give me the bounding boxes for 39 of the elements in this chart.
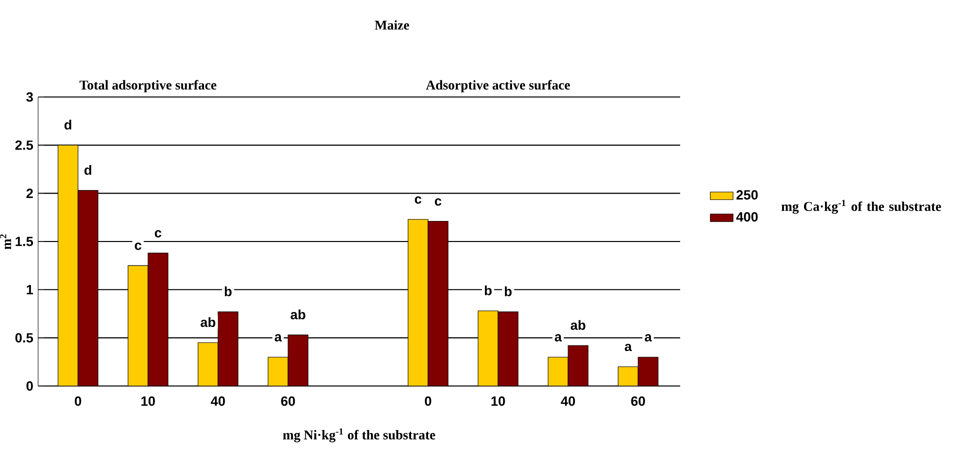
data-label: a [644, 334, 652, 342]
legend-label: 250 [736, 190, 758, 200]
y-tick-label: 2.5 [15, 140, 34, 150]
y-tick-label: 3 [26, 92, 33, 102]
data-label: b [484, 285, 492, 296]
text: Adsorptive active surface [426, 80, 570, 92]
legend-title: mg Ca·kg$^{-1}$ of the substrate [781, 200, 942, 214]
x-tick-label: 60 [281, 396, 295, 406]
y-tick-label: 0 [26, 381, 33, 391]
data-label: b [504, 286, 512, 296]
data-label: d [84, 165, 92, 175]
y-tick-label: 1 [26, 285, 34, 294]
y-axis-title: m$^{2}$ [0, 234, 12, 250]
data-label: ab [200, 317, 216, 328]
data-label: d [64, 120, 72, 130]
data-label: a [554, 334, 562, 342]
data-label: c [414, 196, 422, 204]
x-axis-title: mg Ni·kg$^{-1}$ of the substrate [283, 428, 436, 442]
x-tick-label: 40 [210, 396, 225, 406]
data-label: a [624, 344, 632, 352]
y-tick-label: 1.5 [16, 236, 34, 246]
data-label: ab [570, 320, 586, 330]
x-tick-label: 60 [631, 396, 645, 406]
x-tick-label: 0 [74, 396, 82, 406]
y-tick-label: 0.5 [15, 333, 34, 343]
data-label: c [154, 230, 162, 238]
x-tick-label: 10 [141, 396, 155, 406]
x-tick-label: 40 [560, 396, 575, 406]
data-label: c [134, 242, 142, 250]
data-label: b [224, 286, 232, 296]
y-tick-label: 2 [26, 188, 33, 198]
text: Total adsorptive surface [80, 80, 216, 92]
data-label: a [274, 334, 282, 342]
chart-title: Maize [374, 20, 410, 30]
data-label: c [434, 198, 442, 206]
x-tick-label: 10 [491, 396, 505, 406]
x-tick-label: 0 [424, 396, 432, 406]
legend-label: 400 [736, 212, 758, 222]
data-label: ab [290, 310, 306, 320]
